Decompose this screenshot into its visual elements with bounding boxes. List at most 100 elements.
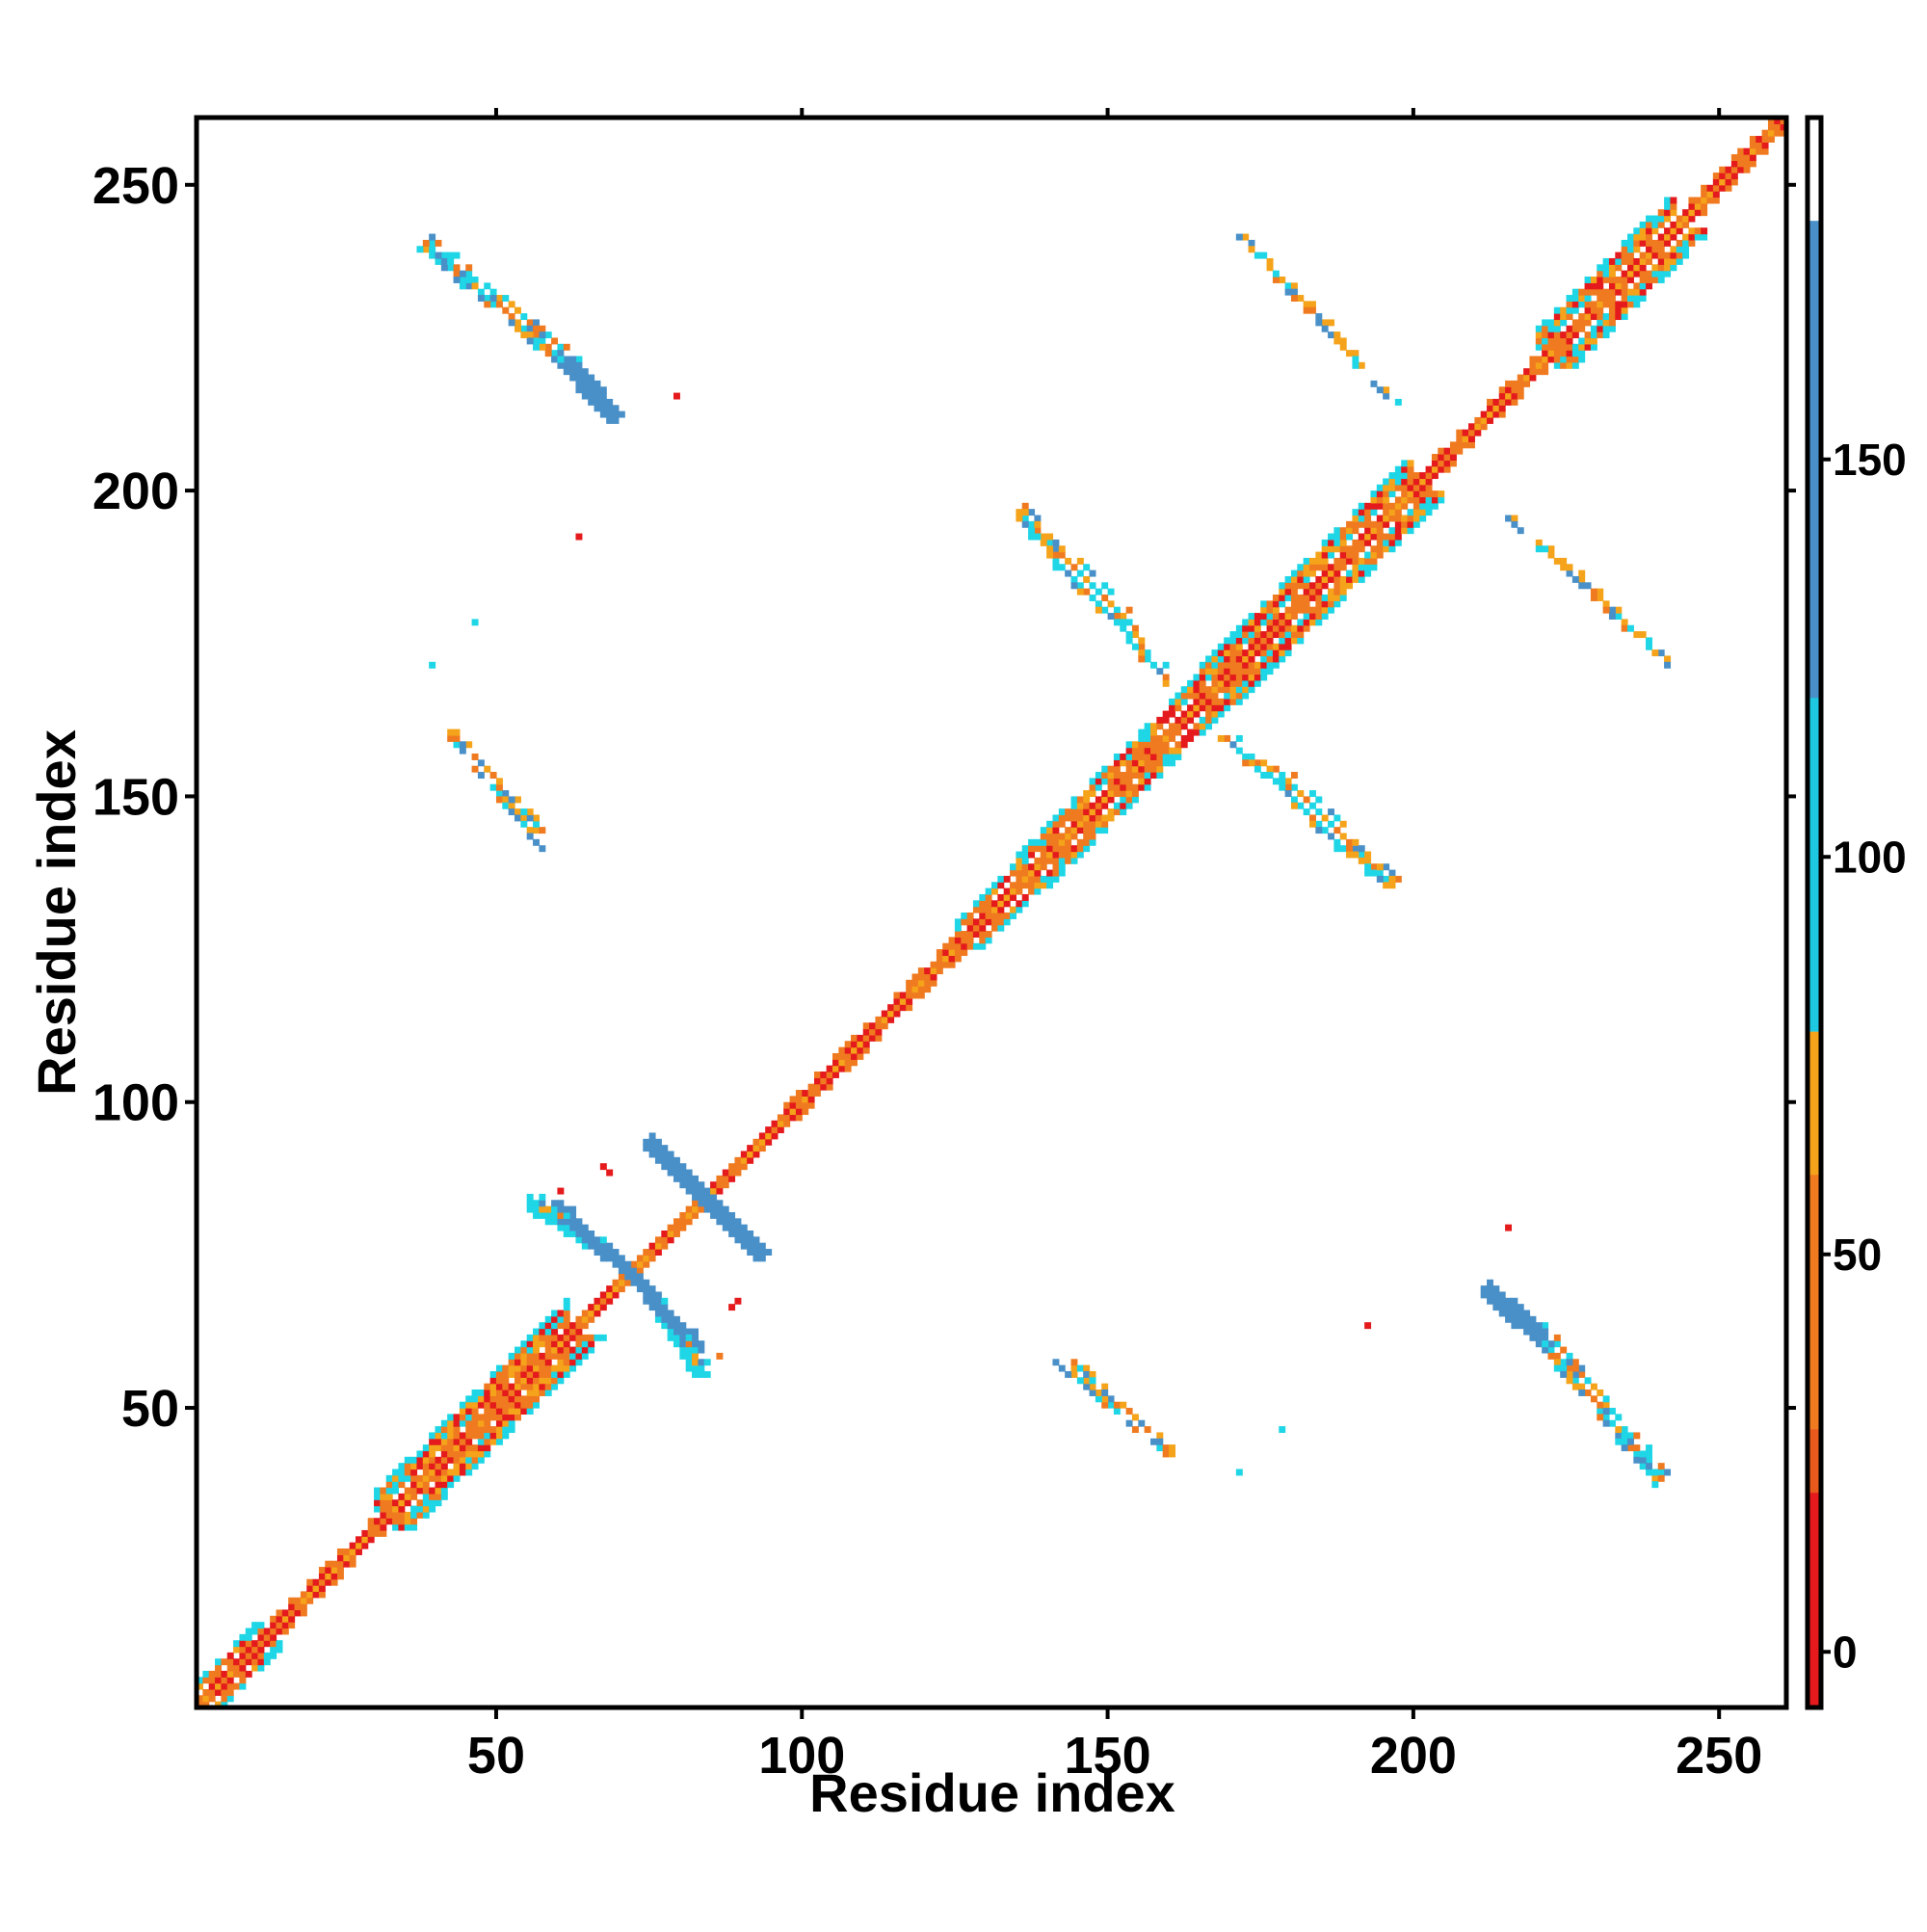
heatmap-cell: [336, 1560, 344, 1568]
heatmap-cell: [1321, 606, 1329, 614]
heatmap-cell: [972, 906, 980, 913]
x-tick-label: 150: [1065, 1727, 1151, 1785]
heatmap-cell: [502, 1370, 510, 1378]
heatmap-cell: [471, 1395, 479, 1403]
heatmap-cell: [961, 913, 968, 919]
heatmap-cell: [1676, 257, 1683, 265]
heatmap-cell: [1498, 1291, 1506, 1299]
heatmap-cell: [1621, 288, 1628, 296]
heatmap-cell: [1682, 239, 1690, 247]
heatmap-cell: [270, 1622, 277, 1629]
heatmap-cell: [1621, 306, 1628, 314]
heatmap-cell: [563, 1205, 570, 1213]
heatmap-cell: [1597, 319, 1604, 327]
heatmap-cell: [1590, 595, 1597, 601]
heatmap-cell: [612, 1255, 620, 1262]
heatmap-cell: [1590, 1395, 1597, 1403]
heatmap-cell: [722, 1224, 729, 1231]
heatmap-cell: [575, 533, 583, 541]
heatmap-cell: [997, 900, 1005, 908]
heatmap-cell: [1205, 716, 1213, 724]
heatmap-cell: [471, 619, 479, 626]
heatmap-cell: [502, 1432, 510, 1440]
heatmap-cell: [1205, 668, 1213, 675]
heatmap-cell: [594, 380, 601, 387]
heatmap-cell: [563, 1334, 570, 1341]
heatmap-cell: [356, 1542, 362, 1549]
heatmap-cell: [1260, 759, 1268, 767]
heatmap-cell: [465, 1469, 473, 1476]
heatmap-cell: [1290, 569, 1298, 577]
heatmap-cell: [459, 1419, 466, 1427]
heatmap-cell: [465, 1401, 473, 1409]
heatmap-cell: [422, 1474, 430, 1482]
heatmap-cell: [1040, 833, 1047, 840]
heatmap-cell: [795, 1108, 803, 1116]
heatmap-cell: [477, 1444, 485, 1452]
heatmap-cell: [239, 1633, 247, 1641]
heatmap-cell: [1480, 423, 1488, 431]
heatmap-cell: [728, 1231, 736, 1237]
heatmap-cell: [392, 1518, 400, 1525]
heatmap-cell: [857, 1052, 864, 1060]
heatmap-cell: [515, 1383, 521, 1390]
heatmap-cell: [1523, 374, 1531, 382]
heatmap-cell: [1235, 747, 1243, 754]
heatmap-cell: [1333, 588, 1341, 595]
heatmap-cell: [1131, 624, 1139, 632]
heatmap-cell: [1339, 595, 1347, 601]
heatmap-cell: [1328, 595, 1334, 601]
heatmap-cell: [1175, 728, 1182, 736]
heatmap-cell: [1615, 1438, 1623, 1445]
heatmap-cell: [520, 1383, 528, 1390]
heatmap-cell: [1608, 288, 1616, 296]
heatmap-cell: [1542, 361, 1549, 369]
heatmap-cell: [1646, 1456, 1652, 1464]
heatmap-cell: [1560, 313, 1568, 321]
heatmap-cell: [1309, 569, 1316, 577]
heatmap-cell: [1138, 637, 1146, 645]
heatmap-cell: [911, 979, 919, 987]
heatmap-cell: [1070, 1364, 1078, 1372]
heatmap-cell: [1235, 637, 1243, 645]
heatmap-cell: [728, 1304, 736, 1311]
heatmap-cell: [1131, 1414, 1139, 1421]
heatmap-cell: [1120, 772, 1127, 779]
heatmap-cell: [1376, 551, 1384, 559]
heatmap-cell: [1749, 136, 1756, 143]
heatmap-cell: [1003, 893, 1011, 901]
heatmap-cell: [1120, 613, 1127, 620]
heatmap-cell: [1358, 502, 1365, 510]
heatmap-cell: [1235, 668, 1243, 675]
heatmap-cell: [1224, 655, 1231, 663]
heatmap-cell: [648, 1291, 656, 1299]
heatmap-cell: [1730, 160, 1738, 168]
heatmap-cell: [563, 356, 570, 363]
heatmap-cell: [917, 967, 925, 975]
heatmap-cell: [1138, 1419, 1146, 1427]
heatmap-cell: [374, 1487, 381, 1495]
heatmap-cell: [1284, 606, 1292, 614]
heatmap-cell: [1657, 1474, 1665, 1482]
heatmap-cell: [1156, 754, 1164, 760]
heatmap-cell: [471, 1414, 479, 1421]
heatmap-cell: [1651, 239, 1659, 247]
heatmap-cell: [410, 1523, 418, 1531]
heatmap-cell: [783, 1120, 791, 1127]
heatmap-cell: [1162, 679, 1170, 687]
heatmap-cell: [1425, 472, 1433, 480]
heatmap-cell: [1682, 233, 1690, 241]
heatmap-cell: [997, 893, 1005, 901]
heatmap-cell: [1089, 1370, 1096, 1378]
heatmap-cell: [1021, 857, 1029, 864]
heatmap-cell: [1217, 643, 1225, 650]
heatmap-cell: [1584, 277, 1592, 283]
heatmap-cell: [1083, 814, 1091, 822]
heatmap-cell: [1590, 277, 1597, 283]
heatmap-cell: [515, 796, 521, 804]
heatmap-cell: [1755, 147, 1763, 155]
heatmap-cell: [551, 1340, 559, 1348]
heatmap-cell: [215, 1664, 222, 1672]
heatmap-cell: [667, 1156, 674, 1164]
heatmap-cell: [1670, 264, 1677, 272]
